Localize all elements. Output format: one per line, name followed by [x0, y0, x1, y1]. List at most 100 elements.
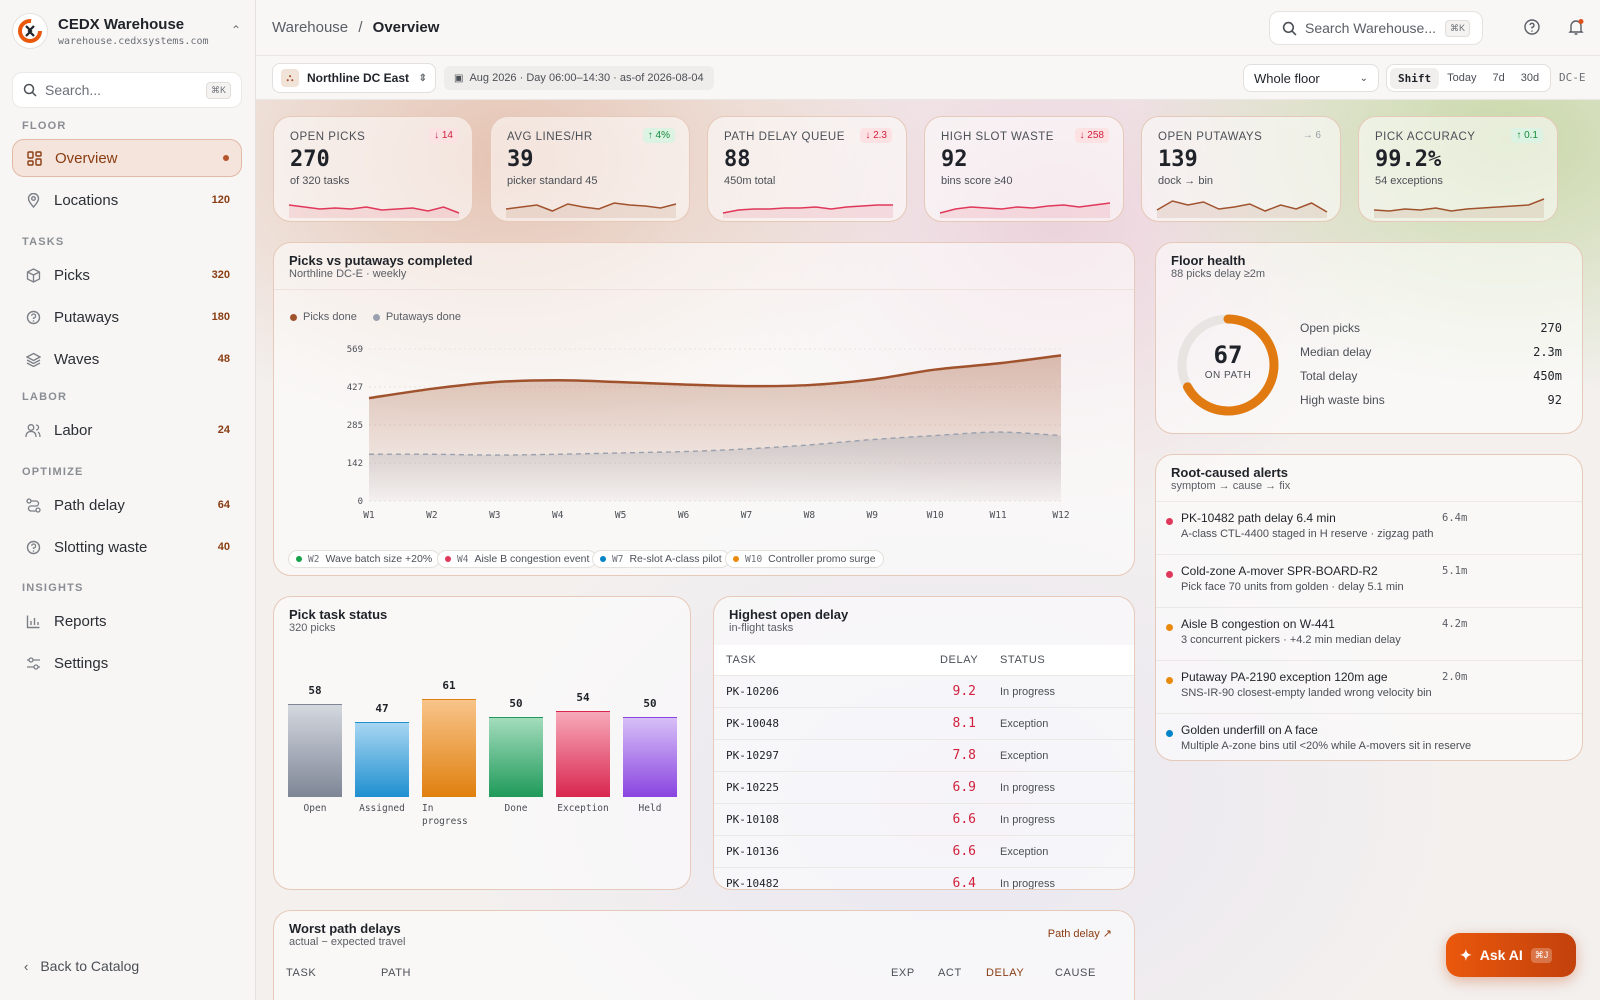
back-to-catalog-link[interactable]: ‹ Back to Catalog: [24, 958, 139, 974]
range-7d[interactable]: 7d: [1492, 72, 1505, 84]
bar-value: 61: [442, 679, 456, 693]
chevron-updown-icon: ⇕: [418, 72, 427, 84]
alert-sub: 3 concurrent pickers · +4.2 min median d…: [1181, 634, 1401, 646]
main-content: OPEN PICKS ↓ 14 270 of 320 tasks AVG LINE…: [256, 100, 1600, 1000]
table-row[interactable]: PK-10297 7.8 Exception: [714, 739, 1134, 771]
kpi-value: 99.2%: [1375, 147, 1442, 172]
table-row[interactable]: PK-10206 9.2 In progress: [714, 675, 1134, 707]
event-chip[interactable]: W2 Wave batch size +20%: [288, 550, 441, 568]
section-optimize: OPTIMIZE: [22, 466, 84, 478]
table-row[interactable]: PK-10108 6.6 In progress: [714, 803, 1134, 835]
status-bar[interactable]: [489, 717, 543, 797]
alert-metric: 6.4m: [1442, 512, 1468, 524]
alert-sub: Multiple A-zone bins util <20% while A-m…: [1181, 740, 1472, 752]
sidebar-item-waves[interactable]: Waves 48: [12, 340, 242, 378]
alert-item[interactable]: Aisle B congestion on W-441 4.2m 3 concu…: [1156, 607, 1582, 659]
series-line-putaways: [368, 431, 1062, 456]
col-delay: DELAY: [940, 654, 979, 666]
sidebar-item-putaways[interactable]: Putaways 180: [12, 298, 242, 336]
path-delay-link[interactable]: Path delay ↗: [1047, 928, 1112, 940]
period-chip[interactable]: ▣ Aug 2026 · Day 06:00–14:30 · as-of 202…: [444, 66, 714, 90]
range-30d[interactable]: 30d: [1520, 72, 1540, 84]
sidebar-item-settings[interactable]: Settings: [12, 644, 242, 682]
bar-label: Held: [638, 803, 662, 814]
alert-item[interactable]: Golden underfill on A face Multiple A-zo…: [1156, 713, 1582, 760]
pick-status-title: Pick task status: [289, 607, 388, 622]
range-segmented-control: Shift Today 7d 30d: [1386, 64, 1552, 92]
sidebar-item-label: Labor: [54, 421, 93, 439]
alert-item[interactable]: Putaway PA-2190 exception 120m age 2.0m …: [1156, 660, 1582, 712]
ask-ai-button[interactable]: ✦ Ask AI ⌘J: [1446, 933, 1576, 977]
sidebar-item-label: Putaways: [54, 308, 120, 326]
sidebar-item-picks[interactable]: Picks 320: [12, 256, 242, 294]
status-bar[interactable]: [623, 717, 677, 797]
chevron-updown-icon[interactable]: ⌃: [230, 23, 242, 37]
chart-legend: Picks done Putaways done: [290, 311, 477, 323]
table-row[interactable]: PK-10225 6.9 In progress: [714, 771, 1134, 803]
status-bar[interactable]: [422, 699, 476, 797]
status-bar[interactable]: [556, 710, 610, 797]
bell-icon[interactable]: [1567, 18, 1587, 38]
open-delay-card: Highest open delay in-flight tasks TASK …: [713, 596, 1135, 890]
sidebar-item-locations[interactable]: Locations 120: [12, 181, 242, 219]
event-chip[interactable]: W4 Aisle B congestion event: [437, 550, 598, 568]
event-week: W2: [308, 553, 320, 565]
kpi-card[interactable]: PATH DELAY QUEUE ↓ 2.3 88 450m total: [707, 116, 907, 222]
sidebar-item-count: 64: [217, 499, 230, 511]
kpi-card[interactable]: OPEN PICKS ↓ 14 270 of 320 tasks: [273, 116, 473, 222]
kpi-card[interactable]: OPEN PUTAWAYS → 6 139 dock → bin: [1141, 116, 1341, 222]
sidebar-item-label: Settings: [54, 654, 109, 672]
app-switcher[interactable]: CEDX Warehouse warehouse.cedxsystems.com…: [12, 12, 244, 50]
kpi-card[interactable]: PICK ACCURACY ↑ 0.1 99.2% 54 exceptions: [1358, 116, 1558, 222]
status-bar[interactable]: [288, 704, 342, 797]
range-today[interactable]: Today: [1447, 72, 1477, 84]
zone-value: Whole floor: [1254, 70, 1320, 86]
event-label: Aisle B congestion event: [474, 553, 590, 565]
alert-item[interactable]: PK-10482 path delay 6.4 min 6.4m A-class…: [1156, 501, 1582, 553]
help-icon[interactable]: [1523, 18, 1543, 38]
sidebar-item-overview[interactable]: Overview: [12, 139, 242, 177]
kpi-delta-badge: ↓ 258: [1074, 128, 1109, 143]
floor-health-card: Floor health 88 picks delay ≥2m 67 ON PA…: [1155, 242, 1583, 434]
alert-metric: 2.0m: [1442, 671, 1468, 683]
table-row[interactable]: PK-10136 6.6 Exception: [714, 835, 1134, 867]
table-row[interactable]: PK-10482 6.4 In progress: [714, 867, 1134, 890]
status-bar[interactable]: [355, 721, 409, 797]
app-logo: [12, 13, 48, 49]
picks-putaways-chart-card: Picks vs putaways completed Northline DC…: [273, 242, 1135, 576]
zone-select[interactable]: Whole floor ⌄: [1243, 64, 1379, 92]
alert-title: Golden underfill on A face: [1181, 723, 1318, 737]
event-chip[interactable]: W10 Controller promo surge: [725, 550, 884, 568]
alert-title: Aisle B congestion on W-441: [1181, 617, 1335, 631]
sidebar-item-labor[interactable]: Labor 24: [12, 411, 242, 449]
event-week: W7: [612, 553, 624, 565]
kpi-sub: dock → bin: [1158, 175, 1214, 187]
x-tick-label: W2: [426, 510, 437, 521]
event-dot: [733, 556, 739, 562]
package-icon: [24, 266, 42, 284]
range-shift[interactable]: Shift: [1390, 67, 1440, 89]
kpi-card[interactable]: HIGH SLOT WASTE ↓ 258 92 bins score ≥40: [924, 116, 1124, 222]
col-cause: CAUSE: [1055, 967, 1096, 979]
sidebar-item-reports[interactable]: Reports: [12, 602, 242, 640]
site-code: DC-E: [1559, 71, 1586, 84]
sidebar-item-path-delay[interactable]: Path delay 64: [12, 486, 242, 524]
alert-title: Cold-zone A-mover SPR-BOARD-R2: [1181, 564, 1378, 578]
table-row[interactable]: PK-10048 8.1 Exception: [714, 707, 1134, 739]
sidebar-item-slotting-waste[interactable]: Slotting waste 40: [12, 528, 242, 566]
bar-value: 54: [576, 690, 590, 704]
sidebar-search[interactable]: Search... ⌘K: [12, 72, 242, 108]
back-label: Back to Catalog: [40, 958, 140, 974]
task-id: PK-10482: [726, 877, 779, 890]
breadcrumb-root[interactable]: Warehouse: [272, 19, 349, 36]
task-id: PK-10225: [726, 781, 779, 794]
kpi-card[interactable]: AVG LINES/HR ↑ 4% 39 picker standard 45: [490, 116, 690, 222]
kpi-sparkline: [939, 202, 1111, 218]
global-search[interactable]: Search Warehouse... ⌘K: [1269, 11, 1483, 45]
event-chip[interactable]: W7 Re-slot A-class pilot: [592, 550, 730, 568]
site-selector[interactable]: ⛬ Northline DC East ⇕: [272, 63, 436, 93]
delay-value: 6.9: [952, 780, 976, 795]
alerts-title: Root-caused alerts: [1171, 465, 1289, 480]
search-icon: [23, 83, 37, 97]
alert-item[interactable]: Cold-zone A-mover SPR-BOARD-R2 5.1m Pick…: [1156, 554, 1582, 606]
